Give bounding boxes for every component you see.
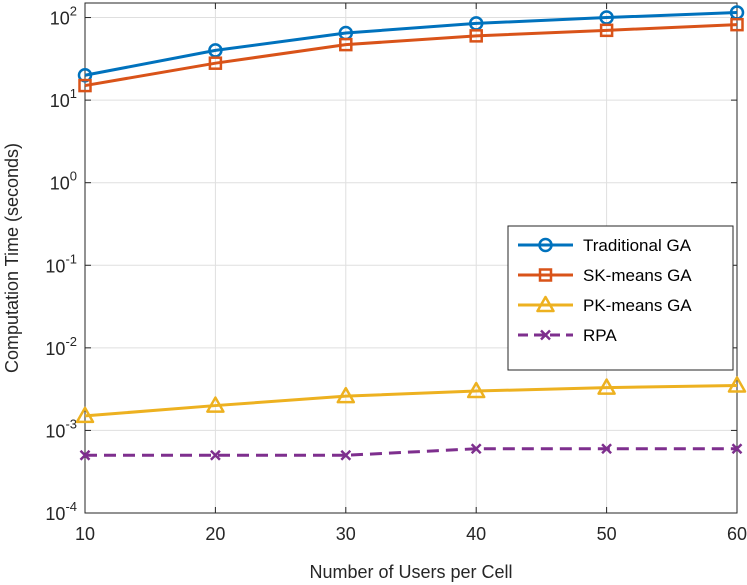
series-group	[75, 5, 747, 461]
y-tick-label: 102	[50, 4, 77, 29]
data-point	[210, 449, 221, 461]
data-point	[336, 386, 356, 404]
data-point	[470, 443, 482, 455]
x-tick-label: 60	[727, 524, 747, 544]
legend-marker	[538, 268, 553, 282]
x-tick-label: 50	[597, 524, 617, 544]
legend-label: SK-means GA	[583, 266, 692, 285]
data-point	[469, 29, 483, 43]
data-point	[597, 378, 616, 395]
series-sk-means-ga	[78, 17, 744, 93]
legend-item: RPA	[518, 326, 617, 345]
x-tick-label: 30	[336, 524, 356, 544]
data-point	[208, 43, 223, 58]
legend-item: Traditional GA	[518, 236, 692, 255]
data-point	[339, 37, 353, 52]
y-tick-label: 10-1	[45, 251, 77, 276]
data-point	[75, 406, 95, 424]
data-point	[599, 10, 614, 25]
series-line	[84, 383, 738, 418]
x-tick-label: 40	[466, 524, 486, 544]
series-rpa	[79, 443, 743, 461]
legend-label: Traditional GA	[583, 236, 692, 255]
legend-marker	[540, 329, 551, 341]
data-point	[731, 443, 743, 455]
data-point	[466, 381, 486, 399]
legend-item: SK-means GA	[518, 266, 692, 285]
legend-marker	[536, 295, 555, 313]
x-tick-label: 10	[75, 524, 95, 544]
series-line	[85, 447, 737, 457]
series-line	[84, 23, 738, 88]
y-tick-label: 101	[50, 86, 77, 111]
data-point	[601, 443, 612, 455]
legend-marker	[538, 237, 553, 253]
data-point	[208, 56, 223, 70]
data-point	[79, 449, 91, 461]
legend-label: PK-means GA	[583, 296, 692, 315]
legend-label: RPA	[583, 326, 617, 345]
data-point	[727, 376, 747, 393]
series-pk-means-ga	[75, 376, 747, 424]
data-point	[340, 449, 352, 461]
y-axis-label: Computation Time (seconds)	[2, 143, 22, 373]
series-line	[84, 11, 738, 77]
ticks: 10 20 30 40 50 60 10-4 10-3 10-2 10-1 100 101 102	[45, 3, 747, 544]
axes-frame	[84, 2, 738, 514]
data-point	[78, 78, 92, 93]
y-tick-label: 100	[50, 169, 77, 194]
data-point	[599, 23, 614, 38]
y-tick-label: 10-2	[45, 334, 77, 359]
data-point	[730, 17, 744, 32]
legend-item: PK-means GA	[518, 295, 692, 315]
legend: Traditional GA SK-means GA PK-means GA RPA	[507, 225, 734, 371]
x-tick-label: 20	[205, 524, 225, 544]
x-axis-label: Number of Users per Cell	[309, 562, 512, 582]
data-point	[206, 396, 225, 413]
y-tick-label: 10-4	[45, 499, 77, 524]
y-tick-label: 10-3	[45, 416, 77, 441]
